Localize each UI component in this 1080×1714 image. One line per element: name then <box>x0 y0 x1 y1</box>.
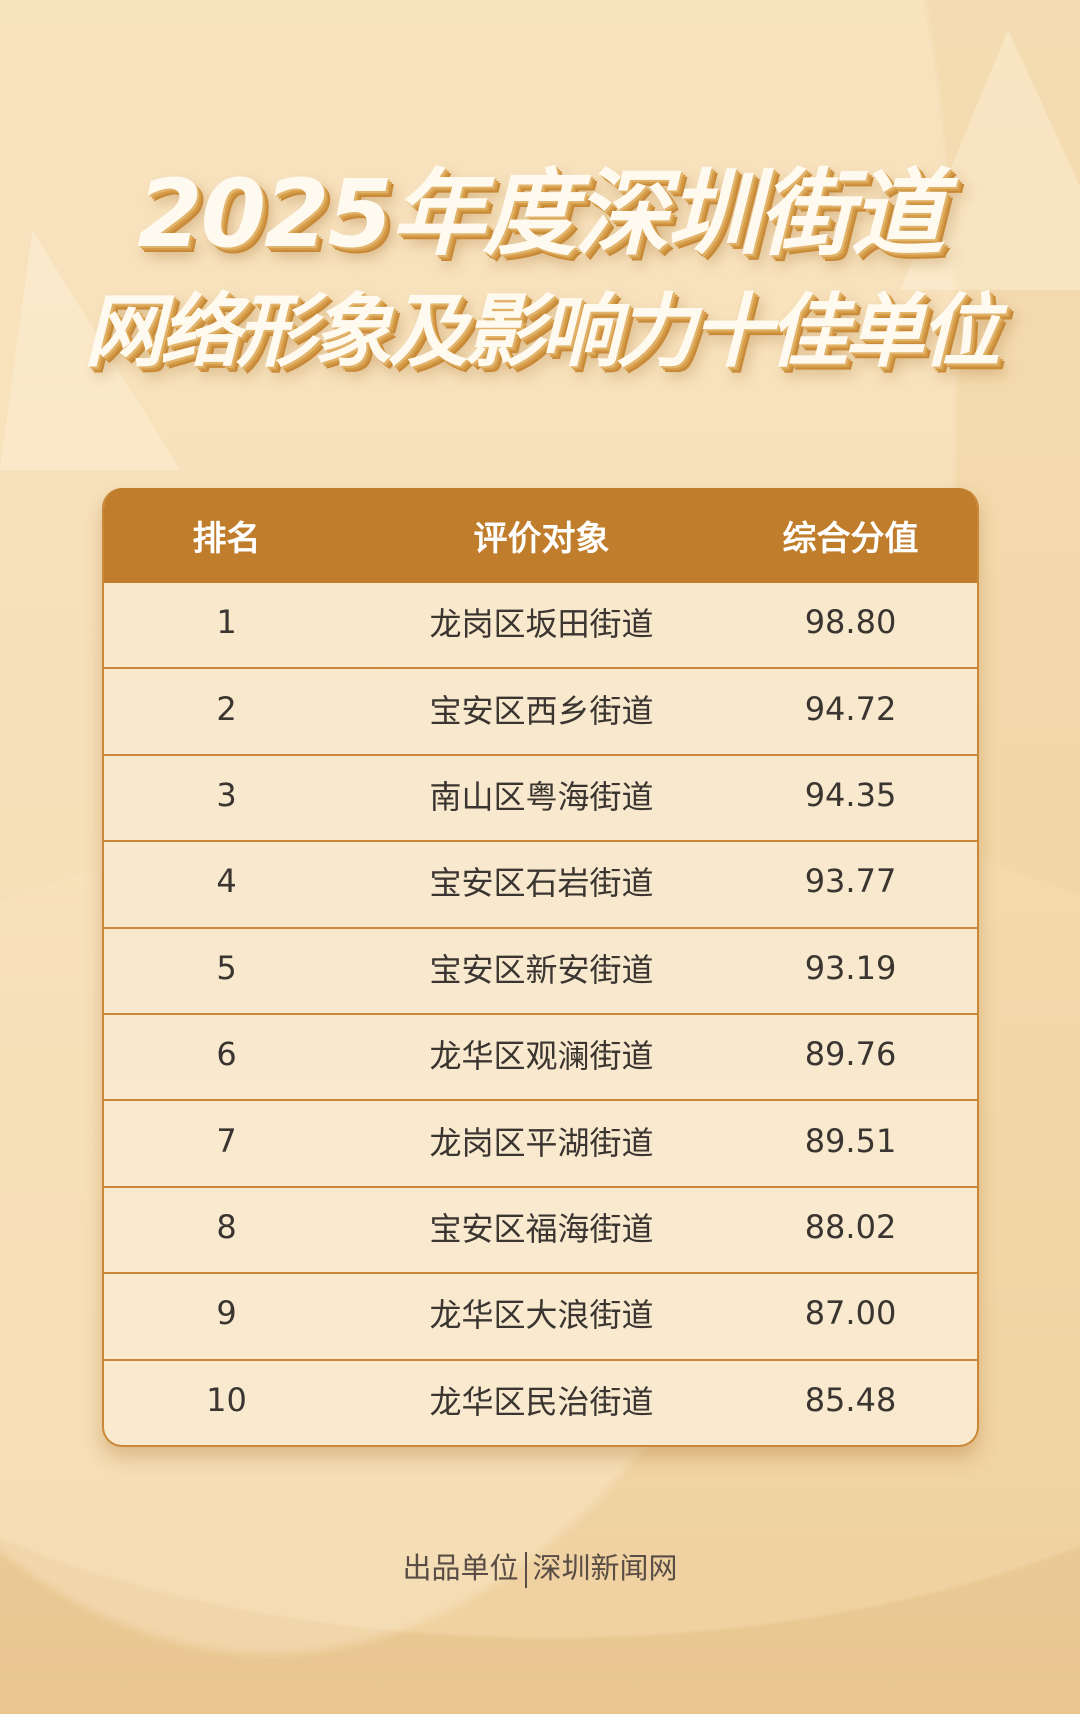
name-cell: 龙华区观澜街道 <box>429 1037 654 1076</box>
score-cell: 87.00 <box>804 1294 897 1333</box>
header-score: 综合分值 <box>782 519 919 559</box>
footer-divider <box>524 1552 527 1588</box>
page-title: 2025年度深圳街道 <box>137 160 945 269</box>
header-rank: 排名 <box>192 519 261 559</box>
table-row: 8 宝安区福海街道 88.02 <box>104 1185 977 1272</box>
score-cell: 94.72 <box>804 689 897 728</box>
table-row: 5 宝安区新安街道 93.19 <box>104 926 977 1013</box>
rank-cell: 5 <box>216 948 237 987</box>
score-cell: 94.35 <box>804 775 897 814</box>
table-row: 7 龙岗区平湖街道 89.51 <box>104 1099 977 1185</box>
table-row: 10 龙华区民治街道 85.48 <box>104 1358 977 1445</box>
table-row: 4 宝安区石岩街道 93.77 <box>104 840 977 926</box>
footer-label: 出品单位 <box>402 1551 519 1585</box>
page-subtitle: 网络形象及影响力十佳单位 <box>84 285 1000 378</box>
rank-cell: 10 <box>206 1380 247 1419</box>
rank-cell: 3 <box>216 775 237 814</box>
name-cell: 宝安区石岩街道 <box>429 864 654 903</box>
table-body: 1 龙岗区坂田街道 98.80 2 宝安区西乡街道 94.72 3 南山区粤海街道 94.35 4… <box>104 583 977 1445</box>
table-row: 6 龙华区观澜街道 89.76 <box>104 1012 977 1099</box>
score-cell: 93.19 <box>804 948 897 987</box>
table-row: 3 南山区粤海街道 94.35 <box>104 753 977 840</box>
rank-cell: 8 <box>216 1207 237 1246</box>
rank-cell: 2 <box>216 689 237 728</box>
footer-credit: 出品单位 深圳新闻网 <box>0 1545 1080 1588</box>
rank-cell: 4 <box>216 862 237 901</box>
score-cell: 93.77 <box>804 862 897 901</box>
name-cell: 龙华区大浪街道 <box>429 1296 654 1335</box>
ranking-table: 排名 评价对象 综合分值 1 龙岗区坂田街道 98.80 2 宝安区西乡街道 94.72 3… <box>102 488 979 1447</box>
table-header: 排名 评价对象 综合分值 <box>104 488 977 583</box>
footer-publisher: 深圳新闻网 <box>532 1551 678 1585</box>
name-cell: 龙华区民治街道 <box>429 1382 654 1421</box>
rank-cell: 1 <box>216 603 237 642</box>
name-cell: 龙岗区坂田街道 <box>429 605 654 644</box>
header-name: 评价对象 <box>473 519 610 559</box>
name-cell: 龙岗区平湖街道 <box>429 1123 654 1162</box>
score-cell: 89.51 <box>804 1121 897 1160</box>
score-cell: 88.02 <box>804 1207 897 1246</box>
score-cell: 89.76 <box>804 1035 897 1074</box>
rank-cell: 9 <box>216 1294 237 1333</box>
table-row: 9 龙华区大浪街道 87.00 <box>104 1272 977 1358</box>
table-row: 1 龙岗区坂田街道 98.80 <box>104 583 977 667</box>
rank-cell: 6 <box>216 1035 237 1074</box>
name-cell: 宝安区福海街道 <box>429 1209 654 1248</box>
name-cell: 宝安区新安街道 <box>429 950 654 989</box>
name-cell: 南山区粤海街道 <box>429 777 654 816</box>
score-cell: 98.80 <box>804 603 897 642</box>
rank-cell: 7 <box>216 1121 237 1160</box>
name-cell: 宝安区西乡街道 <box>429 691 654 730</box>
table-row: 2 宝安区西乡街道 94.72 <box>104 667 977 753</box>
score-cell: 85.48 <box>804 1380 897 1419</box>
